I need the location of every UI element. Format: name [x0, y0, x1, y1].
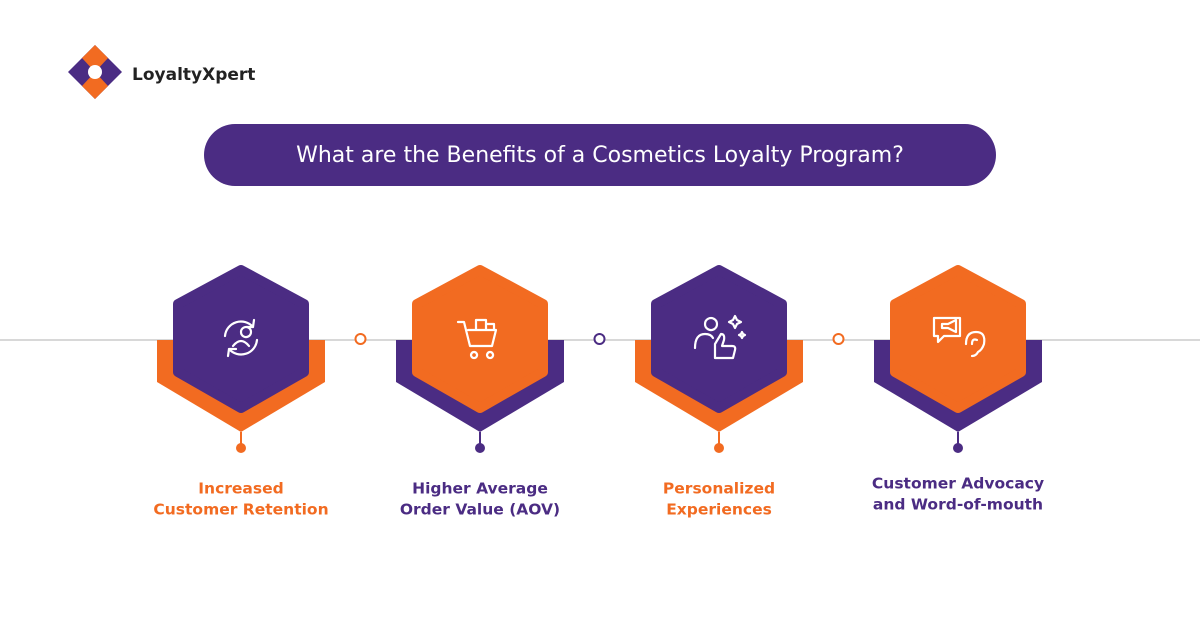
- benefit-label: Experiences: [666, 501, 772, 519]
- benefit-label: Customer Advocacy: [872, 475, 1044, 493]
- timeline-node: [832, 333, 845, 345]
- icon: [223, 318, 259, 358]
- hex: [412, 265, 548, 413]
- connector-dot: [236, 443, 246, 453]
- logo-text: LoyaltyXpert: [132, 65, 255, 85]
- benefit-label: Increased: [198, 480, 283, 498]
- timeline-node: [593, 333, 606, 345]
- connector-dot: [475, 443, 485, 453]
- title-pill: [204, 124, 996, 186]
- icon: [456, 318, 498, 360]
- icon: [932, 316, 986, 358]
- benefit-label: and Word-of-mouth: [873, 496, 1043, 514]
- hex: [173, 265, 309, 413]
- icon: [693, 314, 747, 360]
- timeline-node: [354, 333, 367, 345]
- connector-dot: [953, 443, 963, 453]
- benefit-label: Personalized: [663, 480, 775, 498]
- logo-mark: [68, 45, 122, 99]
- benefit-label: Customer Retention: [153, 501, 328, 519]
- benefit-label: Order Value (AOV): [400, 501, 560, 519]
- benefits: Increased Customer Retention Higher Averag…: [153, 265, 1044, 519]
- connector-dot: [714, 443, 724, 453]
- benefit-label: Higher Average: [412, 480, 548, 498]
- title: What are the Benefits of a Cosmetics Loy…: [296, 143, 904, 168]
- hex: [890, 265, 1026, 413]
